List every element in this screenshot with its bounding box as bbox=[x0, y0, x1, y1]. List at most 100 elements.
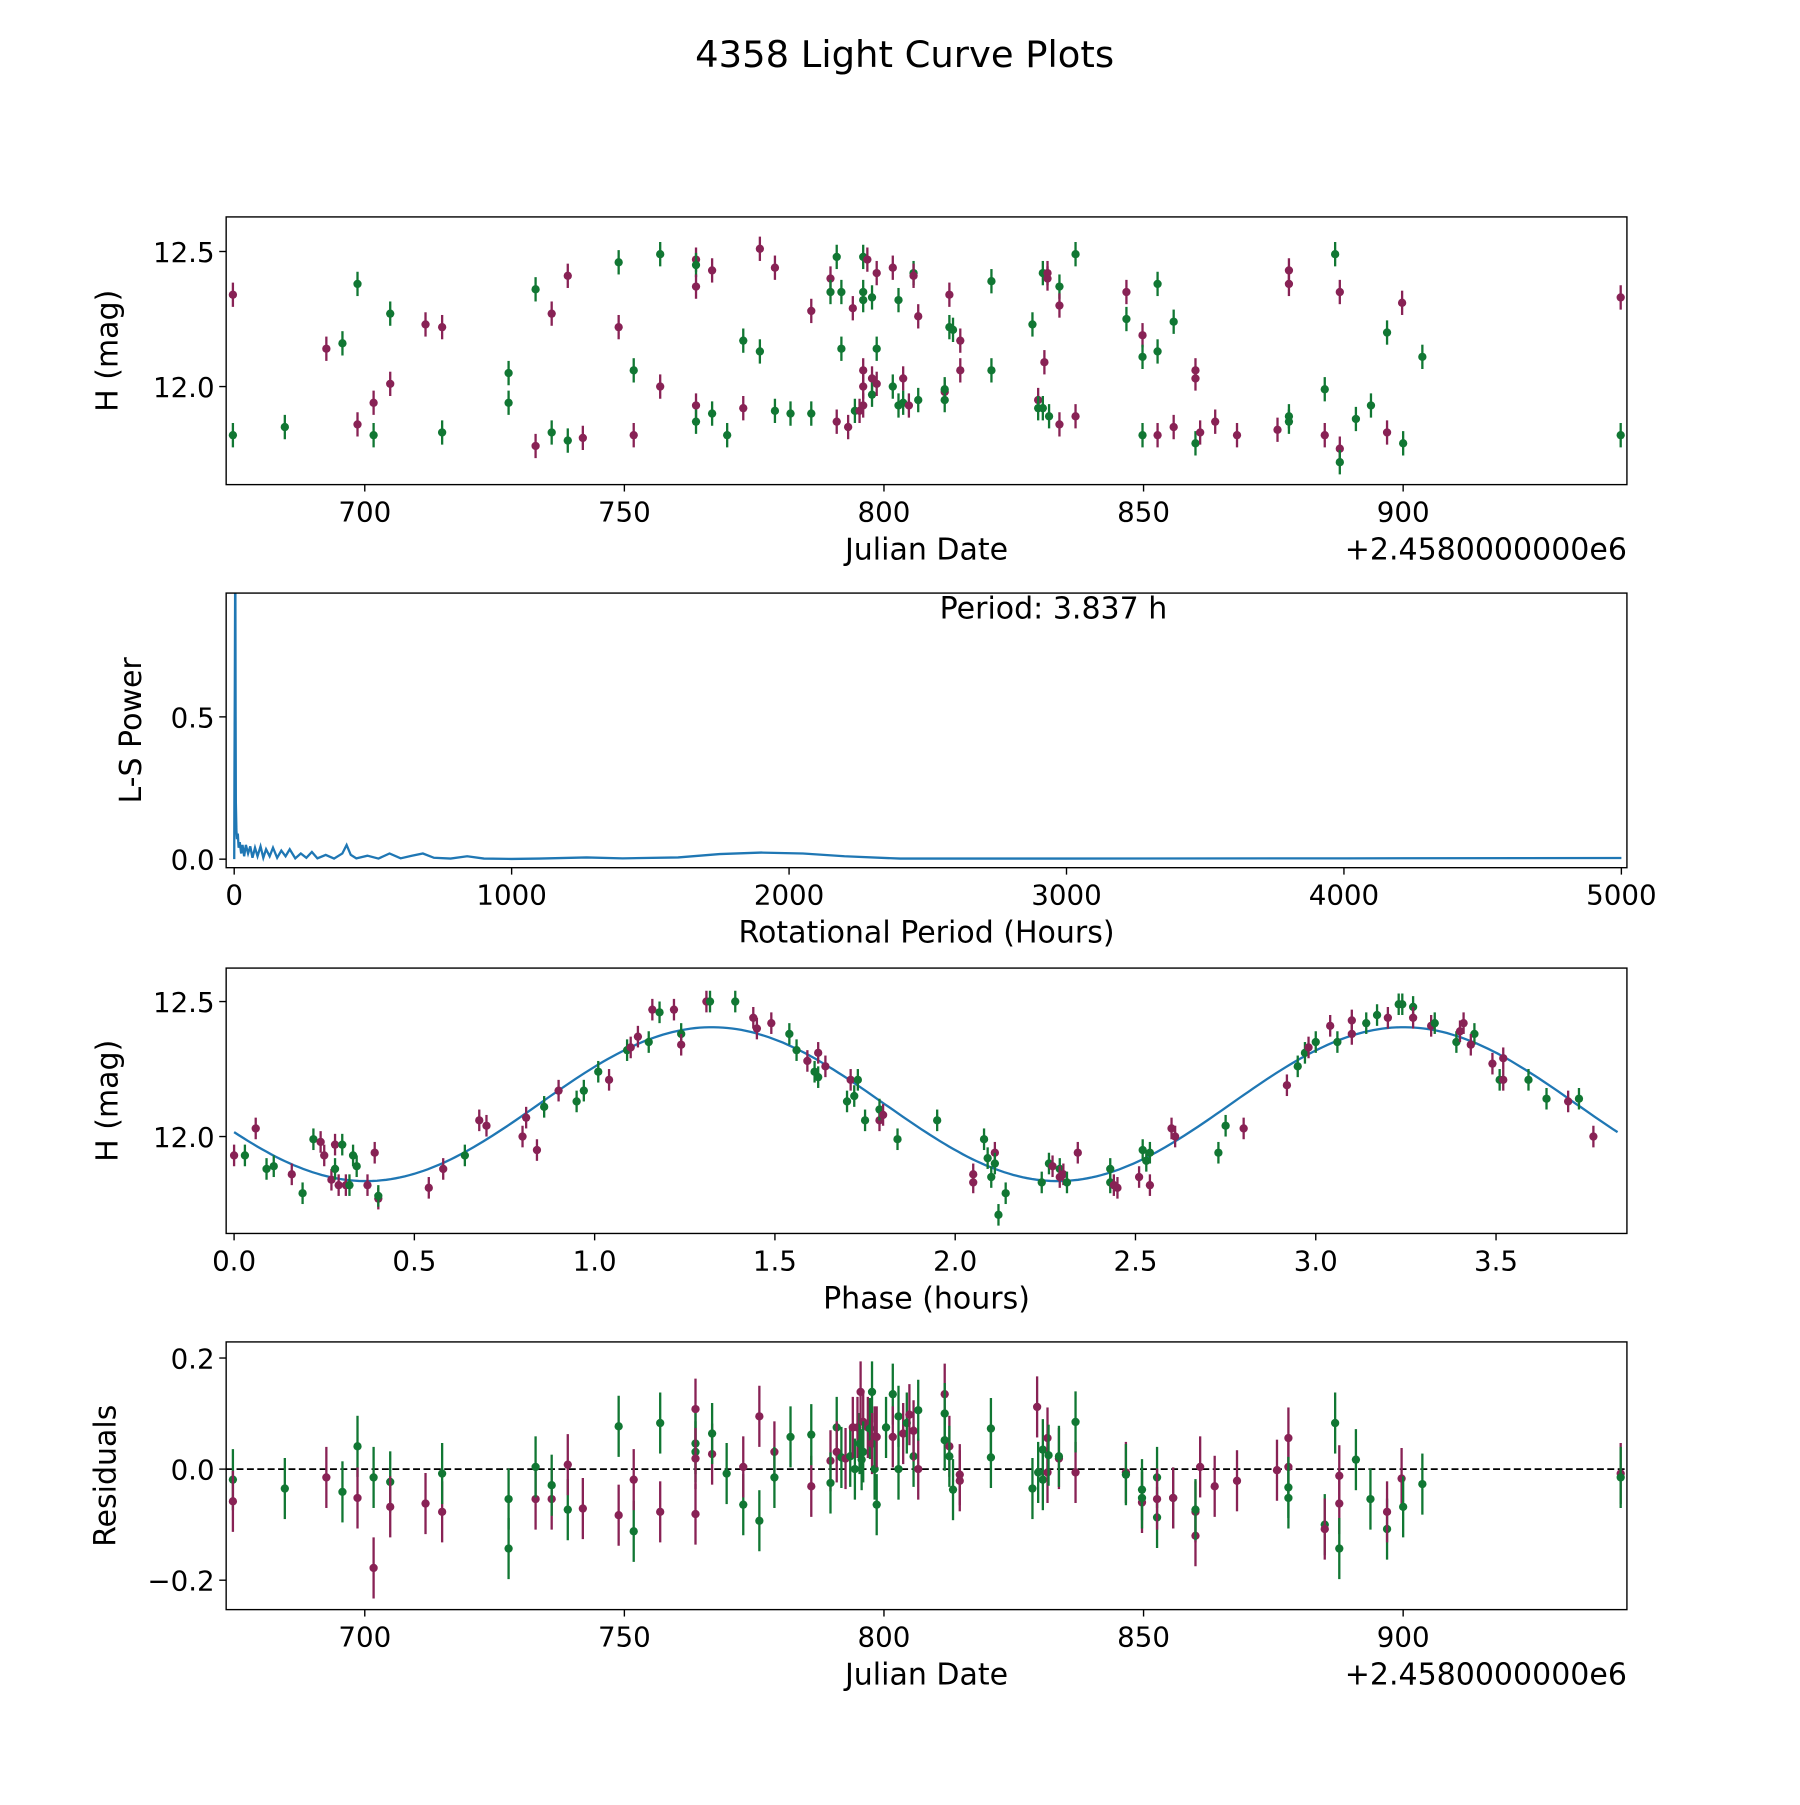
point-marker bbox=[707, 1429, 717, 1438]
data-point bbox=[832, 1421, 841, 1483]
point-marker bbox=[421, 1499, 430, 1508]
point-marker bbox=[867, 1387, 877, 1397]
data-point bbox=[770, 398, 780, 424]
data-point bbox=[228, 423, 238, 448]
point-marker bbox=[859, 401, 868, 410]
x-tick-label: 800 bbox=[858, 496, 911, 529]
data-point bbox=[1028, 1457, 1037, 1520]
data-point bbox=[633, 1025, 643, 1048]
data-point bbox=[691, 274, 701, 299]
point-marker bbox=[1214, 1148, 1223, 1157]
point-marker bbox=[705, 997, 715, 1006]
point-marker bbox=[629, 366, 638, 375]
point-marker bbox=[1320, 431, 1329, 440]
data-point bbox=[521, 1106, 531, 1129]
point-marker bbox=[1106, 1164, 1115, 1174]
point-marker bbox=[655, 1008, 664, 1017]
data-point bbox=[1347, 1009, 1356, 1032]
data-point bbox=[867, 1361, 877, 1423]
data-point bbox=[644, 1031, 653, 1053]
point-marker bbox=[722, 1469, 731, 1478]
data-point bbox=[739, 396, 748, 421]
data-point bbox=[531, 1436, 540, 1498]
data-point bbox=[1383, 1006, 1393, 1029]
point-marker bbox=[888, 1389, 897, 1399]
data-point bbox=[807, 401, 816, 426]
data-point bbox=[1574, 1087, 1584, 1110]
data-point bbox=[837, 279, 846, 305]
data-point bbox=[948, 1459, 958, 1521]
data-point bbox=[904, 393, 914, 418]
data-point bbox=[1430, 1012, 1439, 1034]
point-marker bbox=[807, 409, 816, 418]
data-point bbox=[1333, 1031, 1342, 1053]
point-marker bbox=[563, 1460, 572, 1469]
periodogram-plot-area bbox=[233, 593, 1622, 863]
data-point bbox=[707, 1403, 717, 1465]
point-marker bbox=[269, 1162, 278, 1171]
data-point bbox=[322, 1446, 331, 1508]
data-point bbox=[1408, 1006, 1418, 1029]
point-marker bbox=[837, 287, 846, 297]
data-point bbox=[1122, 306, 1131, 332]
point-marker bbox=[353, 1442, 362, 1451]
y-axis-label: Residuals bbox=[88, 1405, 123, 1547]
data-point bbox=[1326, 1015, 1335, 1037]
point-marker bbox=[504, 398, 513, 407]
point-marker bbox=[1191, 1505, 1200, 1514]
point-marker bbox=[1055, 301, 1064, 310]
point-marker bbox=[386, 379, 395, 389]
data-point bbox=[677, 1033, 686, 1056]
point-marker bbox=[1059, 1170, 1068, 1179]
point-marker bbox=[1589, 1132, 1598, 1141]
data-point bbox=[1028, 312, 1037, 337]
data-point bbox=[894, 1438, 903, 1500]
data-point bbox=[386, 371, 395, 397]
data-point bbox=[656, 1392, 665, 1454]
data-point bbox=[722, 1443, 731, 1505]
point-marker bbox=[881, 1423, 891, 1432]
data-point bbox=[1055, 293, 1064, 318]
axes-frame bbox=[225, 592, 1628, 869]
point-marker bbox=[334, 1180, 343, 1190]
point-marker bbox=[594, 1067, 603, 1076]
data-point bbox=[859, 287, 868, 313]
data-point bbox=[1152, 1468, 1162, 1530]
y-tick-label: 12.5 bbox=[153, 236, 215, 269]
lightcurve-axes: 700 750 800 850 900 12.0 12.5 Julian Date H (mag… bbox=[91, 216, 1628, 568]
point-marker bbox=[899, 374, 908, 383]
y-tick-label: 0.2 bbox=[171, 1342, 215, 1375]
point-marker bbox=[579, 1086, 588, 1095]
data-point bbox=[752, 1017, 762, 1040]
data-point bbox=[1170, 1125, 1180, 1148]
point-marker bbox=[1459, 1018, 1468, 1028]
point-marker bbox=[322, 1473, 331, 1482]
point-marker bbox=[626, 1043, 635, 1052]
point-marker bbox=[1330, 1418, 1340, 1428]
data-point bbox=[338, 331, 347, 356]
data-point bbox=[228, 1470, 238, 1532]
data-point bbox=[767, 1012, 776, 1034]
data-point bbox=[648, 998, 657, 1021]
data-point bbox=[1335, 1517, 1344, 1580]
residuals-plot-area bbox=[226, 1361, 1627, 1599]
data-point bbox=[1398, 1476, 1408, 1538]
point-marker bbox=[888, 382, 897, 391]
point-marker bbox=[547, 309, 556, 318]
point-marker bbox=[1455, 1027, 1465, 1036]
data-point bbox=[987, 1166, 996, 1188]
data-point bbox=[986, 1426, 996, 1488]
data-point bbox=[614, 1484, 623, 1546]
point-marker bbox=[850, 1464, 860, 1474]
y-axis-label: H (mag) bbox=[91, 1040, 126, 1162]
data-point bbox=[1210, 1455, 1219, 1517]
data-point bbox=[228, 282, 238, 307]
data-point bbox=[334, 1174, 343, 1196]
point-marker bbox=[867, 374, 877, 383]
data-point bbox=[374, 1185, 383, 1207]
point-marker bbox=[948, 325, 958, 334]
data-point bbox=[439, 1158, 448, 1180]
data-point bbox=[731, 990, 740, 1013]
point-marker bbox=[1038, 404, 1047, 413]
point-marker bbox=[532, 1145, 542, 1155]
